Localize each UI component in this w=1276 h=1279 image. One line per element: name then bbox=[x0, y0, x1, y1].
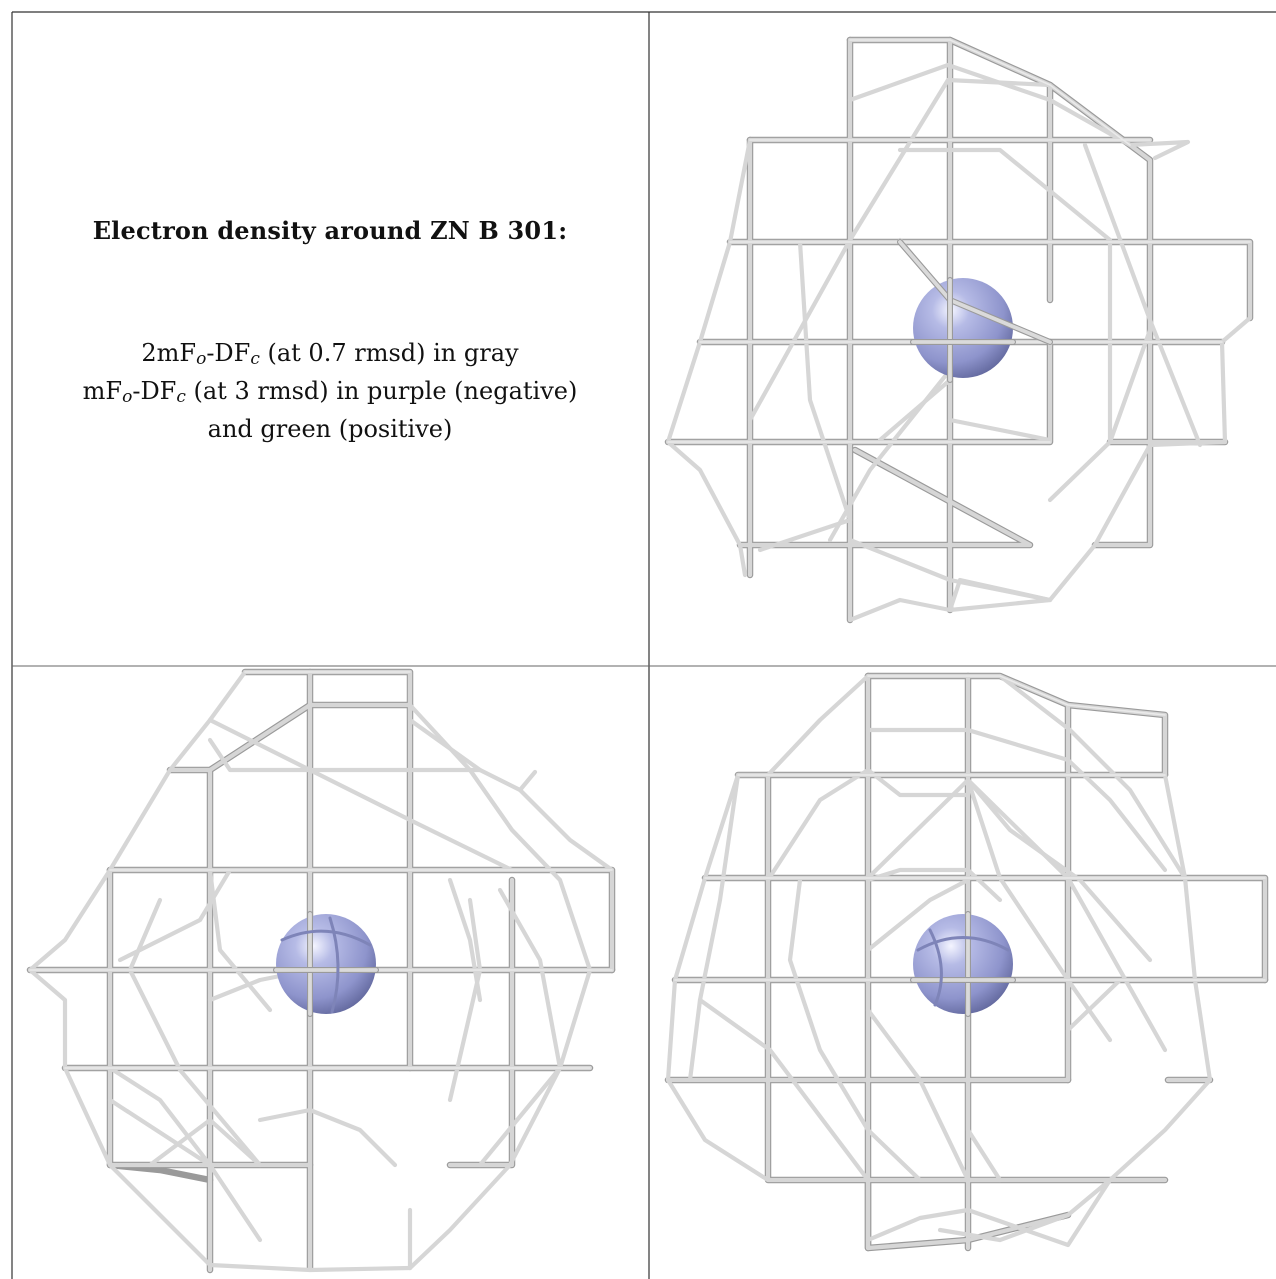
caption-title: Electron density around ZN B 301: bbox=[92, 216, 568, 245]
legend-line-mfo-dfc: mFo-DFc (at 3 rmsd) in purple (negative) bbox=[82, 377, 578, 407]
legend-line-2mfo-dfc: 2mFo-DFc (at 0.7 rmsd) in gray bbox=[141, 339, 519, 369]
mesh-top-right bbox=[664, 36, 1254, 624]
density-panel-top-right bbox=[664, 36, 1254, 624]
density-panel-bottom-right bbox=[664, 672, 1269, 1252]
zinc-atom bbox=[913, 914, 1013, 1014]
figure-caption: Electron density around ZN B 301: 2mFo-D… bbox=[12, 12, 648, 666]
zinc-atom bbox=[276, 914, 376, 1014]
mesh-bottom-right bbox=[664, 672, 1269, 1252]
table-borders bbox=[11, 11, 1276, 1279]
zinc-atom bbox=[913, 278, 1013, 378]
legend-line-positive: and green (positive) bbox=[207, 415, 453, 443]
caption-legend: 2mFo-DFc (at 0.7 rmsd) in gray mFo-DFc (… bbox=[12, 334, 648, 448]
density-panel-bottom-left bbox=[26, 668, 616, 1274]
